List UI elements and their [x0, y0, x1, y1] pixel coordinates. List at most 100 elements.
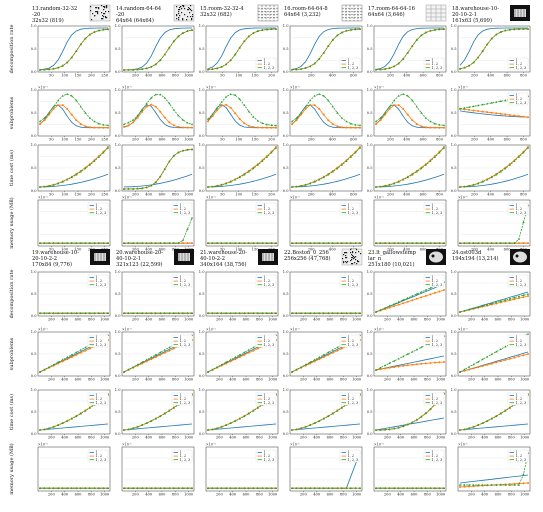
legend-label-2: 1, 2 [432, 397, 438, 401]
legend-box [171, 392, 193, 406]
thumb-obstacle [351, 254, 353, 256]
series-marker-3 [406, 352, 409, 355]
series-marker-3 [290, 370, 294, 373]
series-marker-3 [136, 68, 139, 71]
series-marker-3 [163, 96, 166, 99]
series-marker-3 [486, 241, 489, 244]
series-marker-2 [261, 126, 264, 129]
multiplier-label: ×10⁻¹ [458, 86, 468, 90]
series-marker-3 [331, 38, 334, 41]
series-marker-3 [508, 406, 511, 409]
series-line-3 [39, 28, 109, 71]
series-marker-3 [93, 241, 96, 244]
legend-label-1: 1 [516, 336, 518, 340]
thumb-obstacle [192, 14, 194, 16]
series-marker-3 [411, 99, 414, 102]
row-label-1-2: time cost (ms) [8, 394, 15, 430]
legend-label-1: 1 [180, 276, 182, 280]
legend-label-2: 1, 2 [180, 454, 186, 458]
series-marker-2 [517, 355, 520, 358]
series-marker-3 [243, 351, 246, 354]
series-line-1 [375, 417, 445, 431]
series-marker-3 [168, 46, 171, 49]
y-tick-label: 1.0 [31, 143, 37, 147]
series-marker-2 [443, 126, 445, 129]
x-tick-label: 200 [308, 74, 316, 78]
multiplier-label: ×10⁻¹ [122, 196, 132, 200]
series-marker-2 [48, 113, 51, 116]
legend-label-1: 1 [180, 394, 182, 398]
series-marker-3 [145, 422, 148, 425]
series-marker-3 [318, 312, 321, 314]
series-marker-3 [313, 422, 316, 425]
series-marker-3 [93, 312, 96, 314]
map-title-8-2: 340x164 (38,756) [200, 261, 247, 268]
x-tick-label: 600 [159, 378, 167, 382]
series-marker-3 [131, 427, 135, 430]
legend-label-3: 1, 2, 3 [180, 401, 191, 405]
series-marker-3 [172, 406, 175, 409]
series-marker-2 [238, 117, 241, 120]
series-marker-3 [70, 56, 73, 59]
series-marker-3 [97, 241, 101, 244]
series-marker-3 [243, 312, 246, 314]
series-marker-3 [220, 363, 223, 366]
legend-label-1: 1 [264, 336, 266, 340]
series-marker-3 [393, 302, 396, 305]
series-line-2 [375, 104, 444, 129]
series-marker-3 [229, 241, 232, 244]
series-marker-3 [274, 312, 278, 314]
x-tick-label: 1000 [184, 193, 194, 197]
series-marker-2 [438, 126, 441, 129]
x-tick-label: 200 [471, 193, 479, 197]
series-marker-2 [504, 359, 507, 361]
y-tick-label: 0.0 [199, 134, 205, 138]
series-line-3 [39, 147, 109, 188]
series-marker-3 [122, 428, 126, 431]
series-marker-3 [522, 220, 525, 223]
y-tick-label: 0.5 [199, 292, 205, 296]
series-marker-2 [517, 242, 520, 245]
series-marker-2 [420, 362, 423, 365]
thumb-obstacle [351, 257, 353, 259]
series-marker-3 [159, 93, 162, 96]
series-marker-3 [415, 105, 418, 108]
series-line-1 [459, 173, 529, 188]
series-marker-3 [186, 312, 189, 314]
series-marker-2 [145, 360, 148, 363]
plot-2-row-1: 0.00.51.0×10⁻¹50 100 150 200 [199, 86, 279, 142]
series-marker-3 [238, 312, 241, 314]
x-tick-label: 400 [487, 248, 495, 252]
x-tick-label: 400 [487, 138, 495, 142]
series-marker-2 [322, 356, 325, 359]
series-marker-3 [234, 356, 237, 359]
series-marker-3 [102, 123, 105, 126]
series-marker-3 [495, 100, 498, 103]
legend-label-2: 1, 2 [432, 454, 438, 458]
series-marker-3 [247, 348, 250, 351]
series-marker-2 [354, 126, 357, 129]
x-tick-label: 1000 [184, 493, 194, 497]
series-marker-3 [477, 56, 480, 59]
series-marker-3 [247, 312, 250, 314]
series-marker-3 [517, 237, 521, 240]
series-marker-3 [256, 312, 259, 314]
x-tick-label: 200 [216, 493, 224, 497]
x-tick-label: 400 [61, 318, 69, 322]
series-marker-3 [122, 370, 126, 373]
x-tick-label: 100 [235, 248, 243, 252]
series-line-1 [207, 27, 276, 70]
y-tick-label: 0.5 [283, 111, 289, 115]
series-marker-3 [322, 487, 325, 489]
series-marker-3 [477, 483, 480, 486]
series-marker-2 [513, 356, 516, 359]
series-marker-3 [304, 487, 307, 489]
row-label-0-1: subproblems [9, 96, 15, 129]
thumb-hole [515, 254, 519, 258]
x-tick-label: 250 [101, 74, 109, 78]
thumb-obstacle [103, 16, 105, 18]
legend-label-2: 1, 2 [432, 339, 438, 343]
series-marker-3 [238, 46, 241, 49]
